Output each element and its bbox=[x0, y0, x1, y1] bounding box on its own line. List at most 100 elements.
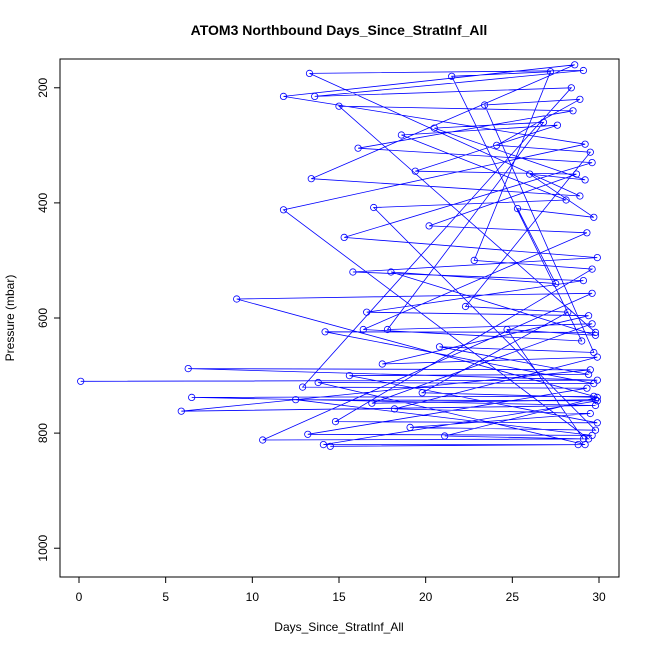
data-point bbox=[503, 325, 511, 334]
data-point bbox=[588, 431, 596, 439]
data-point bbox=[493, 141, 501, 149]
data-point bbox=[448, 72, 456, 80]
data-point bbox=[593, 419, 601, 427]
data-point bbox=[378, 360, 386, 368]
data-point bbox=[279, 206, 288, 214]
data-point bbox=[579, 66, 588, 75]
data-point bbox=[319, 440, 327, 449]
data-point bbox=[383, 325, 392, 334]
data-point bbox=[590, 392, 598, 400]
data-point bbox=[576, 192, 584, 200]
data-point bbox=[562, 196, 570, 204]
data-point bbox=[370, 203, 378, 212]
y-tick-label: 400 bbox=[36, 193, 50, 213]
data-point bbox=[314, 378, 322, 387]
data-point bbox=[567, 84, 575, 92]
data-point bbox=[397, 131, 405, 139]
data-point bbox=[368, 399, 376, 407]
data-point bbox=[553, 121, 562, 129]
x-tick-label: 30 bbox=[592, 590, 606, 604]
y-tick-label: 1000 bbox=[36, 535, 50, 562]
chart-title: ATOM3 Northbound Days_Since_StratInf_All bbox=[191, 22, 488, 38]
data-point bbox=[470, 256, 478, 264]
data-point bbox=[546, 68, 555, 76]
plot-frame bbox=[59, 58, 620, 578]
data-point bbox=[425, 222, 433, 230]
y-tick-label: 600 bbox=[36, 308, 50, 328]
x-tick-label: 0 bbox=[76, 590, 83, 604]
x-tick-label: 25 bbox=[506, 590, 520, 604]
data-point bbox=[578, 337, 586, 345]
data-point bbox=[363, 308, 371, 316]
data-point bbox=[188, 393, 196, 401]
data-point bbox=[593, 397, 601, 405]
data-point bbox=[311, 92, 319, 101]
data-point bbox=[593, 254, 601, 262]
data-point bbox=[586, 148, 594, 156]
data-point bbox=[279, 92, 288, 101]
data-point bbox=[184, 364, 192, 373]
x-tick-label: 10 bbox=[246, 590, 260, 604]
data-point bbox=[305, 69, 314, 78]
data-point bbox=[579, 276, 588, 285]
data-point bbox=[581, 176, 589, 184]
data-point bbox=[593, 393, 601, 401]
data-point bbox=[593, 353, 601, 361]
data-point bbox=[588, 289, 596, 297]
x-tick-label: 20 bbox=[419, 590, 433, 604]
x-tick-label: 15 bbox=[332, 590, 346, 604]
data-point bbox=[345, 371, 353, 380]
y-tick-label: 200 bbox=[36, 77, 50, 97]
data-point bbox=[304, 430, 312, 438]
data-point bbox=[569, 107, 577, 115]
data-point bbox=[576, 95, 584, 103]
data-point bbox=[77, 377, 85, 385]
y-tick-label: 800 bbox=[36, 423, 50, 443]
data-point bbox=[259, 436, 267, 444]
data-point bbox=[591, 396, 600, 404]
data-point bbox=[349, 268, 357, 276]
data-point bbox=[321, 328, 329, 336]
data-point bbox=[588, 265, 596, 273]
data-point bbox=[435, 343, 444, 351]
data-point bbox=[331, 417, 340, 426]
data-point bbox=[298, 383, 307, 391]
data-point bbox=[574, 440, 582, 449]
data-point bbox=[591, 331, 600, 339]
data-point bbox=[584, 370, 593, 378]
data-point bbox=[591, 328, 600, 336]
data-point bbox=[586, 409, 594, 418]
data-point bbox=[441, 432, 449, 440]
data-point bbox=[461, 302, 470, 311]
y-axis-label: Pressure (mbar) bbox=[3, 275, 17, 362]
data-point bbox=[583, 384, 591, 392]
data-point bbox=[307, 175, 315, 183]
data-point bbox=[430, 124, 438, 132]
data-point bbox=[513, 205, 522, 213]
data-point bbox=[586, 366, 594, 374]
plot-data bbox=[77, 61, 601, 450]
data-point bbox=[590, 379, 598, 388]
data-point bbox=[572, 170, 581, 178]
data-point bbox=[354, 144, 362, 152]
data-point bbox=[590, 348, 598, 357]
data-point bbox=[591, 401, 600, 410]
data-point bbox=[539, 118, 548, 126]
x-tick-label: 5 bbox=[162, 590, 169, 604]
data-point bbox=[579, 435, 588, 443]
data-point bbox=[480, 101, 489, 109]
data-point bbox=[390, 405, 399, 413]
data-point bbox=[177, 407, 185, 415]
data-point bbox=[335, 102, 343, 110]
data-point bbox=[552, 279, 560, 288]
data-point bbox=[588, 159, 596, 167]
data-point bbox=[526, 170, 534, 178]
y-axis: 200 400 600 800 1000 bbox=[36, 77, 61, 562]
data-point bbox=[581, 140, 589, 148]
data-point bbox=[292, 396, 300, 404]
data-point bbox=[406, 423, 414, 431]
data-point bbox=[326, 442, 334, 450]
data-point bbox=[340, 233, 348, 241]
data-point bbox=[590, 213, 598, 221]
